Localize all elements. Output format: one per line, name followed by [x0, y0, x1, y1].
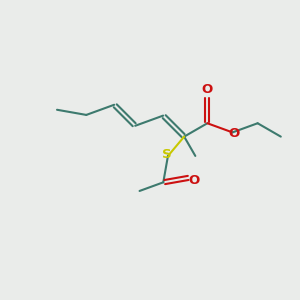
Text: O: O	[202, 82, 213, 96]
Text: O: O	[188, 174, 200, 187]
Text: O: O	[228, 128, 240, 140]
Text: S: S	[162, 148, 171, 161]
